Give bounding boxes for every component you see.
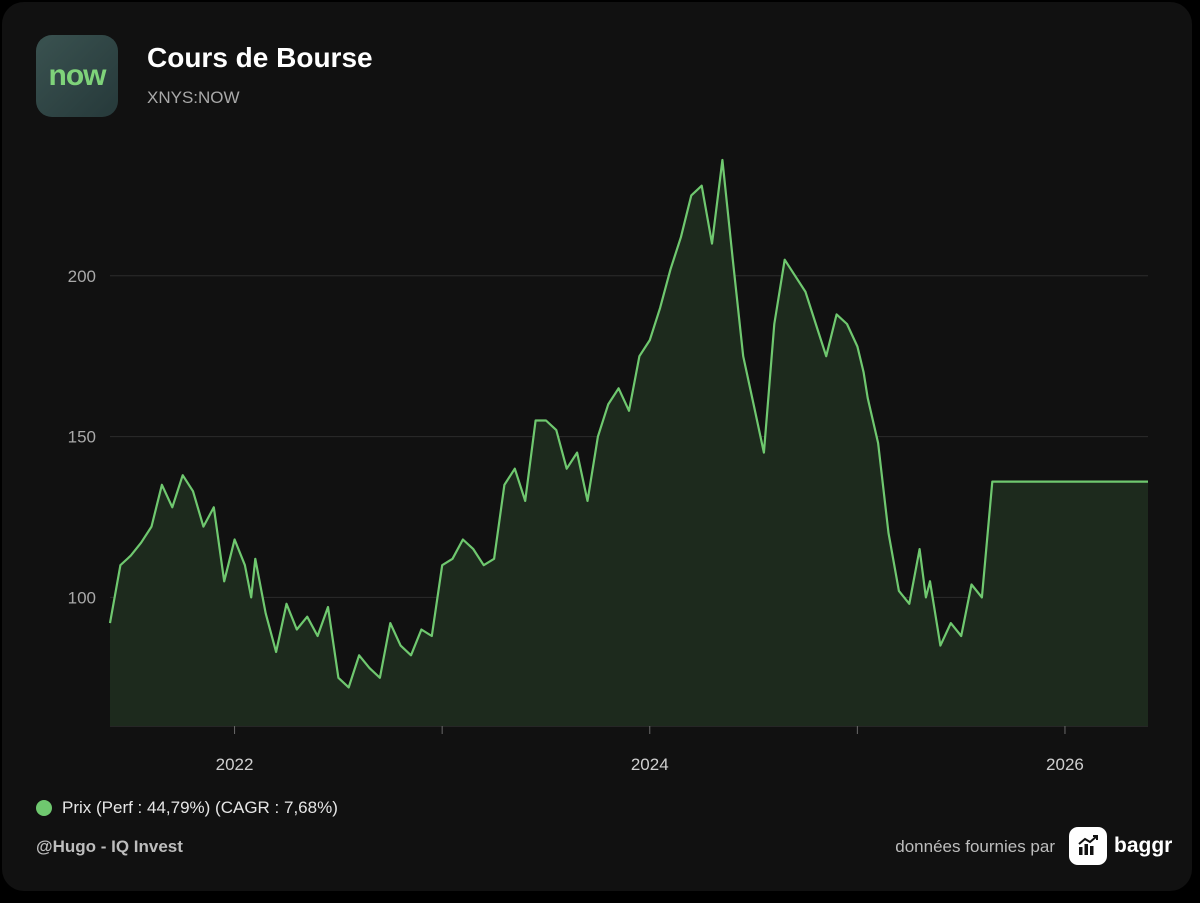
y-tick-label: 100 <box>68 588 96 607</box>
price-area <box>110 160 1148 726</box>
chart-legend: Prix (Perf : 44,79%) (CAGR : 7,68%) <box>36 798 338 818</box>
logo-text: now <box>48 59 107 92</box>
x-tick-label: 2022 <box>216 755 254 774</box>
y-tick-label: 150 <box>68 428 96 447</box>
page-title: Cours de Bourse <box>147 42 373 73</box>
bar-chart-icon <box>1069 827 1107 865</box>
x-tick-label: 2026 <box>1046 755 1084 774</box>
price-line <box>108 158 1148 689</box>
author-credit: @Hugo - IQ Invest <box>36 837 183 856</box>
legend-dot-icon <box>36 800 52 816</box>
legend-label: Prix (Perf : 44,79%) (CAGR : 7,68%) <box>62 798 338 817</box>
chart-card: now Cours de Bourse XNYS:NOW Prix (Perf … <box>2 2 1192 891</box>
y-tick-label: 200 <box>68 267 96 286</box>
provider-brand: baggr <box>1069 827 1172 865</box>
company-logo: now <box>36 35 118 117</box>
x-tick-label: 2024 <box>631 755 669 774</box>
brand-name: baggr <box>1114 834 1173 857</box>
data-provider-label: données fournies par <box>895 837 1055 856</box>
ticker-label: XNYS:NOW <box>147 88 240 107</box>
